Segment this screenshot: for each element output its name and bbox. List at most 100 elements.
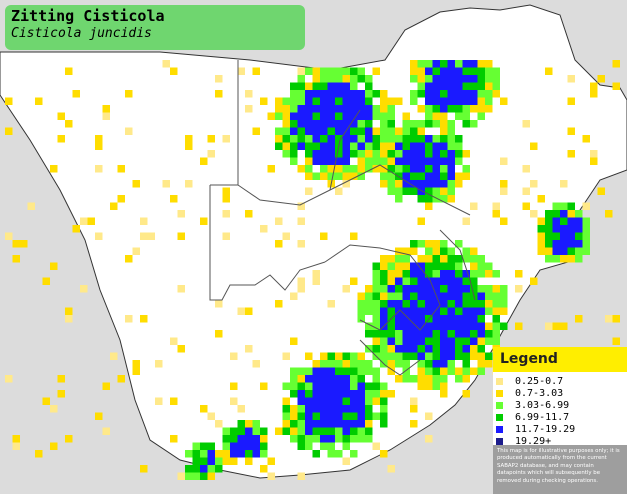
atlas-cell [365, 150, 373, 158]
atlas-cell [440, 360, 448, 368]
atlas-cell [320, 390, 328, 398]
atlas-cell [425, 90, 433, 98]
atlas-cell [605, 315, 613, 323]
atlas-cell [327, 300, 335, 308]
atlas-cell [462, 345, 470, 353]
atlas-cell [425, 382, 433, 390]
atlas-cell [215, 457, 223, 465]
atlas-cell [425, 67, 433, 75]
atlas-cell [410, 345, 418, 353]
atlas-cell [357, 135, 365, 143]
atlas-cell [125, 127, 133, 135]
atlas-cell [395, 180, 403, 188]
atlas-cell [365, 390, 373, 398]
atlas-cell [275, 135, 283, 143]
title-box: Zitting Cisticola Cisticola juncidis [5, 5, 305, 50]
atlas-cell [275, 217, 283, 225]
atlas-cell [515, 322, 523, 330]
atlas-cell [447, 67, 455, 75]
atlas-cell [402, 307, 410, 315]
atlas-cell [425, 150, 433, 158]
atlas-cell [305, 427, 313, 435]
atlas-cell [252, 442, 260, 450]
atlas-cell [95, 165, 103, 173]
atlas-cell [200, 157, 208, 165]
atlas-cell [545, 217, 553, 225]
atlas-cell [380, 157, 388, 165]
atlas-cell [312, 67, 320, 75]
atlas-cell [185, 450, 193, 458]
atlas-cell [320, 135, 328, 143]
atlas-cell [110, 352, 118, 360]
atlas-cell [365, 90, 373, 98]
atlas-cell [440, 127, 448, 135]
atlas-cell [170, 67, 178, 75]
atlas-cell [425, 97, 433, 105]
atlas-cell [432, 90, 440, 98]
atlas-cell [387, 292, 395, 300]
atlas-cell [222, 442, 230, 450]
atlas-cell [387, 157, 395, 165]
atlas-cell [357, 127, 365, 135]
atlas-cell [402, 157, 410, 165]
atlas-cell [327, 172, 335, 180]
atlas-cell [492, 292, 500, 300]
legend-row: 11.7-19.29 [496, 423, 627, 435]
atlas-cell [432, 150, 440, 158]
atlas-cell [380, 127, 388, 135]
atlas-cell [350, 397, 358, 405]
atlas-cell [455, 262, 463, 270]
atlas-cell [350, 367, 358, 375]
atlas-cell [425, 75, 433, 83]
atlas-cell [200, 217, 208, 225]
atlas-cell [387, 120, 395, 128]
atlas-cell [110, 202, 118, 210]
atlas-cell [410, 165, 418, 173]
atlas-cell [477, 262, 485, 270]
atlas-cell [297, 435, 305, 443]
legend-label: 0.25-0.7 [515, 375, 564, 387]
atlas-cell [125, 315, 133, 323]
atlas-cell [312, 420, 320, 428]
atlas-cell [447, 165, 455, 173]
atlas-cell [177, 285, 185, 293]
atlas-cell [425, 202, 433, 210]
atlas-cell [350, 450, 358, 458]
atlas-cell [290, 150, 298, 158]
atlas-cell [530, 142, 538, 150]
atlas-cell [357, 112, 365, 120]
atlas-cell [462, 247, 470, 255]
atlas-cell [440, 165, 448, 173]
atlas-cell [387, 127, 395, 135]
atlas-cell [425, 300, 433, 308]
atlas-cell [140, 232, 148, 240]
atlas-cell [335, 412, 343, 420]
atlas-cell [350, 150, 358, 158]
atlas-cell [335, 435, 343, 443]
atlas-cell [462, 292, 470, 300]
atlas-cell [357, 120, 365, 128]
atlas-cell [395, 270, 403, 278]
atlas-cell [387, 172, 395, 180]
atlas-cell [417, 157, 425, 165]
atlas-cell [335, 157, 343, 165]
atlas-cell [387, 352, 395, 360]
atlas-cell [425, 270, 433, 278]
atlas-cell [290, 367, 298, 375]
atlas-cell [485, 307, 493, 315]
atlas-cell [402, 292, 410, 300]
atlas-cell [425, 172, 433, 180]
atlas-cell [237, 442, 245, 450]
atlas-cell [440, 255, 448, 263]
atlas-cell [500, 292, 508, 300]
atlas-cell [575, 225, 583, 233]
atlas-cell [477, 60, 485, 68]
atlas-cell [260, 225, 268, 233]
atlas-cell [132, 247, 140, 255]
atlas-cell [410, 187, 418, 195]
atlas-cell [147, 232, 155, 240]
atlas-cell [462, 90, 470, 98]
atlas-cell [335, 82, 343, 90]
atlas-cell [342, 360, 350, 368]
atlas-cell [470, 285, 478, 293]
